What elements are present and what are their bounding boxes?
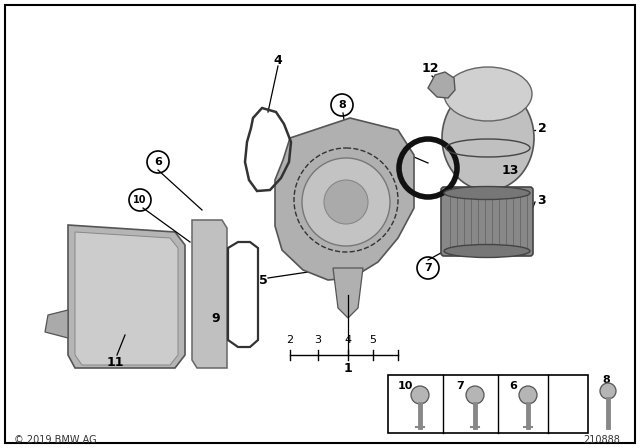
Text: 10: 10 [133, 195, 147, 205]
Polygon shape [428, 72, 455, 98]
Text: 10: 10 [397, 381, 413, 391]
Text: 12: 12 [421, 61, 439, 74]
Text: 7: 7 [456, 381, 464, 391]
Polygon shape [75, 232, 178, 365]
Circle shape [600, 383, 616, 399]
Text: 1: 1 [344, 362, 353, 375]
FancyBboxPatch shape [441, 187, 533, 256]
Text: 9: 9 [212, 311, 220, 324]
Text: 4: 4 [274, 53, 282, 66]
Circle shape [466, 386, 484, 404]
Text: 13: 13 [501, 164, 518, 177]
Ellipse shape [442, 86, 534, 190]
Ellipse shape [444, 67, 532, 121]
Polygon shape [275, 118, 414, 280]
Text: 2: 2 [287, 335, 294, 345]
Circle shape [519, 386, 537, 404]
Text: 5: 5 [369, 335, 376, 345]
Polygon shape [192, 220, 227, 368]
Text: 2: 2 [538, 121, 547, 134]
Text: 6: 6 [154, 157, 162, 167]
Polygon shape [333, 268, 363, 318]
Text: 210888: 210888 [583, 435, 620, 445]
Text: 5: 5 [259, 273, 268, 287]
Text: 3: 3 [538, 194, 547, 207]
Circle shape [324, 180, 368, 224]
Circle shape [302, 158, 390, 246]
Text: © 2019 BMW AG: © 2019 BMW AG [14, 435, 97, 445]
Text: 8: 8 [602, 375, 610, 385]
Text: 7: 7 [424, 263, 432, 273]
Ellipse shape [444, 245, 530, 258]
Text: 4: 4 [344, 335, 351, 345]
Bar [388, 375, 588, 433]
Text: 6: 6 [509, 381, 517, 391]
Text: 3: 3 [314, 335, 321, 345]
Text: 11: 11 [106, 356, 124, 369]
Ellipse shape [444, 186, 530, 199]
Text: 8: 8 [338, 100, 346, 110]
Polygon shape [68, 225, 185, 368]
Circle shape [411, 386, 429, 404]
Polygon shape [45, 310, 68, 338]
